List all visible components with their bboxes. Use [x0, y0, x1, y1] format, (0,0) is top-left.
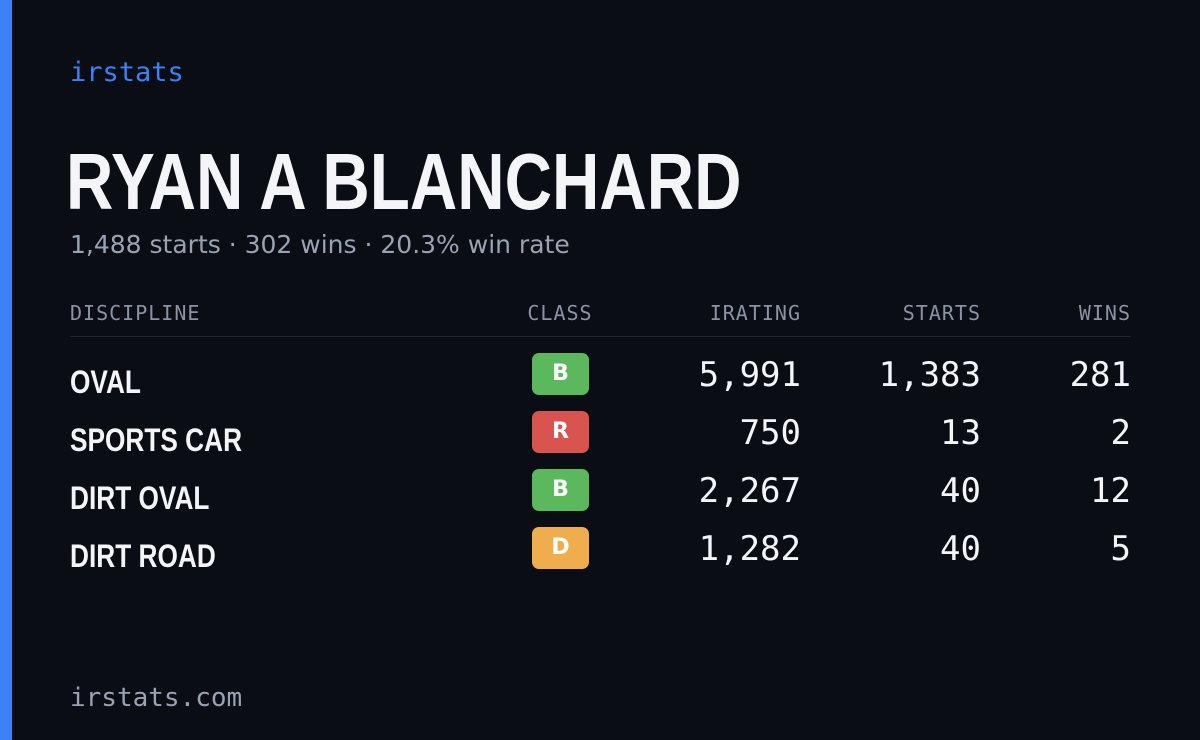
- header-irating: IRATING: [709, 301, 801, 325]
- class-badge: B: [532, 353, 589, 395]
- player-name: RYAN A BLANCHARD: [66, 137, 742, 226]
- header-starts: STARTS: [902, 301, 981, 325]
- discipline-name: SPORTS CAR: [70, 422, 243, 458]
- starts-value: 1,383: [878, 355, 981, 395]
- irating-value: 2,267: [698, 471, 801, 511]
- starts-value: 40: [940, 529, 981, 569]
- irating-value: 750: [739, 413, 801, 453]
- wins-value: 12: [1090, 471, 1131, 511]
- table-row: SPORTS CAR R 750 13 2: [70, 411, 1131, 469]
- header-discipline: DISCIPLINE: [70, 301, 201, 325]
- discipline-name: DIRT OVAL: [70, 480, 210, 516]
- starts-value: 40: [940, 471, 981, 511]
- class-badge: B: [532, 469, 589, 511]
- table-row: DIRT ROAD D 1,282 40 5: [70, 527, 1131, 585]
- wins-value: 281: [1069, 355, 1131, 395]
- class-badge: D: [532, 527, 589, 569]
- table-body: OVAL B 5,991 1,383 281 SPORTS CAR R 750 …: [70, 337, 1131, 585]
- footer-url[interactable]: irstats.com: [70, 683, 243, 713]
- stats-table: DISCIPLINE CLASS IRATING STARTS WINS OVA…: [70, 296, 1131, 585]
- discipline-name: OVAL: [70, 364, 141, 400]
- starts-value: 13: [940, 413, 981, 453]
- player-summary: 1,488 starts · 302 wins · 20.3% win rate: [70, 230, 570, 259]
- irating-value: 5,991: [698, 355, 801, 395]
- brand-logo[interactable]: irstats: [70, 57, 184, 88]
- header-wins: WINS: [1078, 301, 1131, 325]
- irating-value: 1,282: [698, 529, 801, 569]
- table-row: OVAL B 5,991 1,383 281: [70, 353, 1131, 411]
- table-header: DISCIPLINE CLASS IRATING STARTS WINS: [70, 296, 1131, 337]
- table-row: DIRT OVAL B 2,267 40 12: [70, 469, 1131, 527]
- wins-value: 2: [1110, 413, 1131, 453]
- accent-bar: [0, 0, 12, 740]
- header-class: CLASS: [527, 301, 593, 325]
- wins-value: 5: [1110, 529, 1131, 569]
- discipline-name: DIRT ROAD: [70, 538, 216, 574]
- class-badge: R: [532, 411, 589, 453]
